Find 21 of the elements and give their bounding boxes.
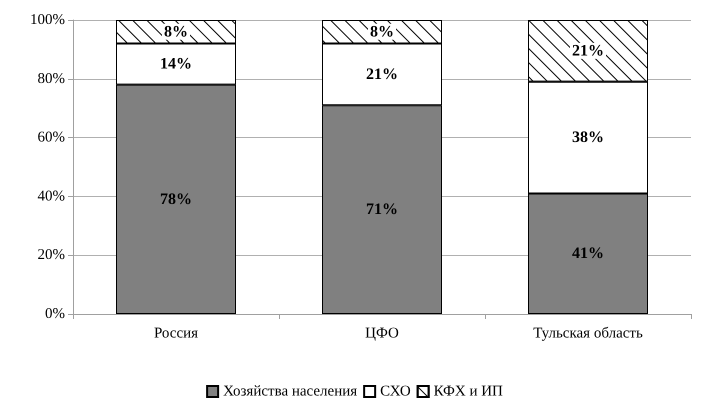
data-label: 41% bbox=[572, 245, 604, 262]
data-label: 21% bbox=[366, 66, 398, 83]
data-label: 8% bbox=[370, 23, 394, 40]
data-label: 71% bbox=[366, 201, 398, 218]
y-tick-label: 20% bbox=[38, 247, 65, 264]
data-label: 38% bbox=[572, 129, 604, 146]
data-label: 14% bbox=[160, 56, 192, 73]
data-label: 21% bbox=[572, 42, 604, 60]
y-tick-label: 60% bbox=[38, 130, 65, 146]
data-label: 78% bbox=[160, 190, 192, 208]
y-tick-label: 80% bbox=[38, 70, 65, 87]
legend-label: СХО bbox=[380, 384, 411, 400]
x-tick-label: ЦФО bbox=[365, 326, 400, 342]
y-tick-label: 0% bbox=[45, 306, 65, 322]
data-label: 8% bbox=[164, 23, 188, 40]
x-tick-label: Тульская область bbox=[533, 326, 643, 342]
legend-label: КФХ и ИП bbox=[434, 384, 504, 400]
x-tick-label: Россия bbox=[154, 326, 198, 342]
y-tick-label: 40% bbox=[38, 188, 65, 204]
legend-label: Хозяйства населения bbox=[223, 384, 358, 400]
y-tick-label: 100% bbox=[30, 12, 65, 28]
